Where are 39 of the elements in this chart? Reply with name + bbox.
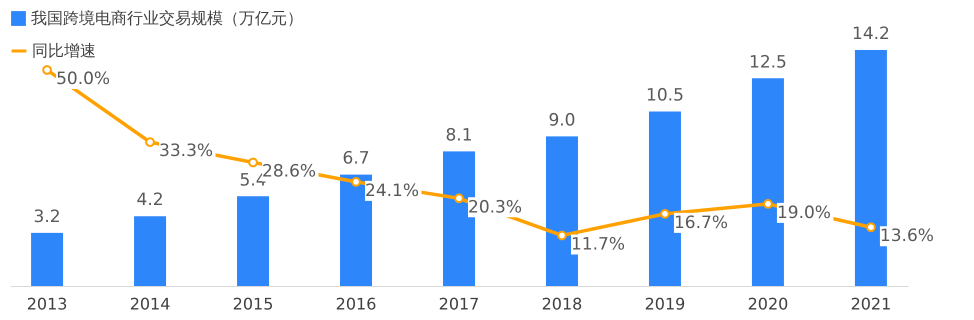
x-tick-label: 2017 bbox=[438, 294, 480, 314]
bar bbox=[237, 196, 270, 286]
data-label: 6.7 bbox=[342, 148, 370, 169]
data-label: 33.3% bbox=[159, 141, 214, 162]
point bbox=[42, 65, 52, 75]
data-label: 12.5 bbox=[749, 52, 787, 72]
x-tick-label: 2019 bbox=[644, 294, 686, 314]
bar bbox=[134, 216, 166, 286]
data-label: 11.7% bbox=[570, 234, 625, 254]
data-label: 19.0% bbox=[776, 202, 831, 223]
point bbox=[557, 230, 567, 240]
legend-label: 同比增速 bbox=[32, 41, 96, 60]
x-tick-label: 2015 bbox=[232, 294, 274, 314]
data-label: 14.2 bbox=[852, 24, 890, 44]
x-tick-label: 2016 bbox=[336, 294, 376, 314]
point bbox=[248, 158, 258, 168]
data-label: 8.1 bbox=[445, 125, 473, 146]
x-tick-label: 2014 bbox=[130, 294, 170, 314]
legend-label: 我国跨境电商行业交易规模（万亿元） bbox=[31, 8, 303, 28]
data-label: 16.7% bbox=[674, 212, 728, 233]
x-tick-label: 2020 bbox=[748, 294, 788, 314]
data-label: 13.6% bbox=[880, 226, 934, 246]
data-label: 9.0 bbox=[548, 110, 576, 130]
bar bbox=[31, 232, 64, 286]
data-label: 24.1% bbox=[365, 180, 420, 201]
point bbox=[866, 222, 876, 232]
point bbox=[763, 199, 773, 209]
x-tick-label: 2013 bbox=[26, 294, 68, 314]
point bbox=[351, 177, 361, 187]
data-label: 10.5 bbox=[646, 85, 684, 106]
x-tick-label: 2018 bbox=[542, 294, 582, 314]
data-label: 20.3% bbox=[468, 197, 522, 218]
x-tick-label: 2021 bbox=[850, 294, 892, 314]
point bbox=[454, 193, 464, 204]
point bbox=[660, 208, 670, 219]
data-label: 50.0% bbox=[56, 69, 110, 89]
data-label: 3.2 bbox=[34, 206, 61, 227]
point bbox=[145, 137, 155, 148]
data-label: 4.2 bbox=[136, 190, 164, 210]
